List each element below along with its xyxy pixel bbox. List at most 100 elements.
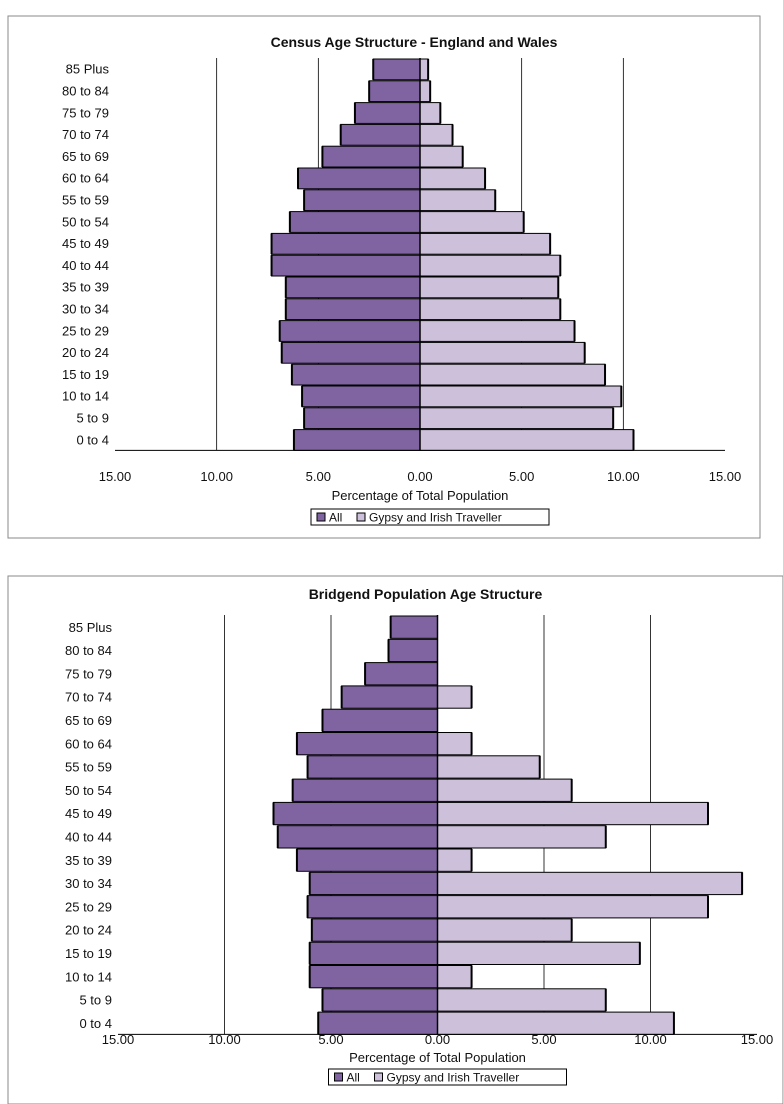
category-label: 45 to 49 (62, 236, 109, 251)
bar-all (294, 430, 420, 451)
x-tick-label: 15.00 (102, 1032, 135, 1047)
bar-all (391, 616, 438, 638)
x-tick-label: 5.00 (531, 1032, 556, 1047)
x-tick-label: 15.00 (99, 469, 132, 484)
bar-gypsy-irish-traveller (438, 686, 472, 708)
bar-all (286, 277, 420, 298)
bar-all (297, 849, 438, 871)
bar-all (292, 364, 420, 385)
x-tick-label: 10.00 (208, 1032, 241, 1047)
bar-gypsy-irish-traveller (438, 756, 540, 778)
category-label: 70 to 74 (62, 127, 109, 142)
category-label: 15 to 19 (62, 367, 109, 382)
category-label: 5 to 9 (76, 410, 109, 425)
bar-gypsy-irish-traveller (438, 966, 472, 988)
bar-gypsy-irish-traveller (438, 872, 743, 894)
chart-svg: Bridgend Population Age Structure 85 Plus… (0, 560, 783, 1104)
bar-gypsy-irish-traveller (420, 212, 524, 233)
x-tick-label: 10.00 (200, 469, 233, 484)
chart-title: Bridgend Population Age Structure (309, 586, 543, 602)
bar-gypsy-irish-traveller (438, 989, 606, 1011)
x-axis-label: Percentage of Total Population (349, 1050, 526, 1065)
bar-all (310, 872, 438, 894)
bar-all (308, 896, 438, 918)
category-label: 20 to 24 (65, 923, 112, 938)
bar-all (280, 321, 420, 342)
legend-swatch (317, 513, 325, 521)
category-label: 70 to 74 (65, 690, 112, 705)
bar-all (278, 826, 438, 848)
category-label: 55 to 59 (65, 760, 112, 775)
category-label: 50 to 54 (65, 783, 112, 798)
bar-all (322, 146, 420, 167)
bar-gypsy-irish-traveller (420, 103, 440, 124)
category-label: 35 to 39 (65, 853, 112, 868)
bar-gypsy-irish-traveller (438, 919, 572, 941)
bar-all (286, 299, 420, 320)
bar-all (293, 779, 438, 801)
bar-all (308, 756, 438, 778)
x-tick-label: 0.00 (407, 469, 432, 484)
x-tick-label: 0.00 (425, 1032, 450, 1047)
category-label: 10 to 14 (62, 389, 109, 404)
chart-svg: Census Age Structure - England and Wales… (0, 0, 783, 545)
bar-all (369, 81, 420, 102)
bar-gypsy-irish-traveller (438, 896, 709, 918)
category-label: 0 to 4 (79, 1016, 112, 1031)
x-tick-label: 15.00 (709, 469, 742, 484)
bar-gypsy-irish-traveller (420, 277, 558, 298)
category-label: 60 to 64 (62, 171, 109, 186)
bar-all (322, 709, 437, 731)
category-label: 5 to 9 (79, 993, 112, 1008)
bar-gypsy-irish-traveller (420, 342, 585, 363)
bar-all (310, 966, 438, 988)
category-label: 75 to 79 (62, 105, 109, 120)
category-label: 10 to 14 (65, 969, 112, 984)
bar-all (312, 919, 438, 941)
bar-gypsy-irish-traveller (420, 430, 634, 451)
bar-all (272, 233, 420, 254)
bar-all (273, 802, 437, 824)
bar-all (282, 342, 420, 363)
x-tick-label: 15.00 (741, 1032, 774, 1047)
bar-gypsy-irish-traveller (420, 321, 575, 342)
bar-all (304, 190, 420, 211)
bar-all (341, 124, 420, 145)
legend-swatch (335, 1073, 343, 1081)
category-label: 80 to 84 (62, 83, 109, 98)
bar-gypsy-irish-traveller (420, 408, 613, 429)
bar-gypsy-irish-traveller (420, 168, 485, 189)
bar-gypsy-irish-traveller (420, 364, 605, 385)
bar-all (297, 733, 438, 755)
category-label: 20 to 24 (62, 345, 109, 360)
bar-all (298, 168, 420, 189)
category-label: 75 to 79 (65, 666, 112, 681)
bar-gypsy-irish-traveller (420, 59, 428, 80)
bar-all (373, 59, 420, 80)
bar-all (342, 686, 438, 708)
bar-all (389, 639, 438, 661)
category-label: 30 to 34 (62, 301, 109, 316)
category-label: 25 to 29 (62, 323, 109, 338)
category-label: 50 to 54 (62, 214, 109, 229)
legend-swatch (357, 513, 365, 521)
category-label: 30 to 34 (65, 876, 112, 891)
x-tick-label: 10.00 (634, 1032, 667, 1047)
bar-all (365, 663, 437, 685)
bar-gypsy-irish-traveller (420, 124, 453, 145)
x-axis-label: Percentage of Total Population (332, 488, 509, 503)
category-label: 55 to 59 (62, 192, 109, 207)
bar-gypsy-irish-traveller (438, 733, 472, 755)
chart-bridgend: Bridgend Population Age Structure 85 Plus… (0, 560, 783, 1104)
legend-swatch (375, 1073, 383, 1081)
category-label: 65 to 69 (65, 713, 112, 728)
legend-label: All (329, 511, 342, 525)
category-label: 15 to 19 (65, 946, 112, 961)
chart-england-wales: Census Age Structure - England and Wales… (0, 0, 783, 545)
x-tick-label: 10.00 (607, 469, 640, 484)
category-label: 40 to 44 (62, 258, 109, 273)
bar-gypsy-irish-traveller (420, 233, 550, 254)
bar-all (302, 386, 420, 407)
bar-all (272, 255, 420, 276)
category-label: 60 to 64 (65, 736, 112, 751)
